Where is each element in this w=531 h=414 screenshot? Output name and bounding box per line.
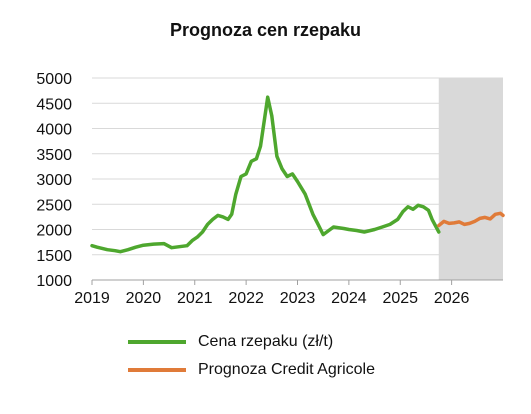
legend-label-forecast: Prognoza Credit Agricole xyxy=(198,361,375,378)
legend-swatch-history xyxy=(128,340,186,344)
y-tick-label-5000: 5000 xyxy=(36,71,72,88)
legend-swatch-forecast xyxy=(128,368,186,372)
y-tick-label-4500: 4500 xyxy=(36,96,72,113)
chart-legend: Cena rzepaku (zł/t) Prognoza Credit Agri… xyxy=(128,328,375,384)
x-tick-label-2021: 2021 xyxy=(177,290,213,307)
y-tick-label-3500: 3500 xyxy=(36,147,72,164)
legend-item-history: Cena rzepaku (zł/t) xyxy=(128,328,375,356)
x-tick-label-2019: 2019 xyxy=(74,290,110,307)
x-tick-label-2020: 2020 xyxy=(126,290,162,307)
x-tick-label-2026: 2026 xyxy=(434,290,470,307)
y-tick-label-1000: 1000 xyxy=(36,273,72,290)
x-tick-label-2023: 2023 xyxy=(280,290,316,307)
y-tick-label-1500: 1500 xyxy=(36,248,72,265)
y-tick-label-2000: 2000 xyxy=(36,223,72,240)
x-tick-label-2025: 2025 xyxy=(382,290,418,307)
y-tick-label-4000: 4000 xyxy=(36,122,72,139)
x-tick-label-2024: 2024 xyxy=(331,290,367,307)
series-line-history xyxy=(90,95,441,254)
y-tick-label-2500: 2500 xyxy=(36,197,72,214)
chart-title: Prognoza cen rzepaku xyxy=(169,20,362,40)
x-tick-label-2022: 2022 xyxy=(228,290,264,307)
y-tick-label-3000: 3000 xyxy=(36,172,72,189)
legend-label-history: Cena rzepaku (zł/t) xyxy=(198,333,334,350)
legend-item-forecast: Prognoza Credit Agricole xyxy=(128,356,375,384)
series-line-forecast xyxy=(437,211,505,228)
